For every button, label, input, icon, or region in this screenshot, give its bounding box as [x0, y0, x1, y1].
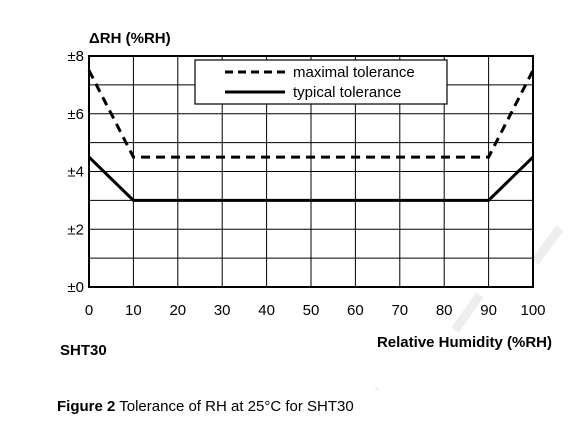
- figure-caption-label: Figure 2: [57, 398, 116, 415]
- watermark: [374, 225, 564, 390]
- y-tick-labels: ±0 ±2 ±4 ±6 ±8: [67, 48, 84, 296]
- figure-caption: Figure 2 Tolerance of RH at 25°C for SHT…: [57, 398, 354, 415]
- legend-label-typical: typical tolerance: [293, 84, 401, 101]
- y-tick-label: ±2: [67, 221, 84, 238]
- x-tick-label: 90: [480, 302, 497, 319]
- x-tick-label: 60: [347, 302, 364, 319]
- series-lines: [87, 69, 535, 202]
- x-tick-label: 80: [436, 302, 453, 319]
- x-tick-label: 50: [303, 302, 320, 319]
- x-tick-label: 30: [214, 302, 231, 319]
- legend-label-maximal: maximal tolerance: [293, 64, 415, 81]
- chart: ±0 ±2 ±4 ±6 ±8 0 10 20 30 40 50 60 70 80 90 100 ΔRH (%…: [60, 30, 564, 390]
- x-tick-label: 100: [520, 302, 545, 319]
- series-line-typical: [87, 155, 535, 202]
- y-tick-label: ±6: [67, 106, 84, 123]
- legend: maximal tolerance typical tolerance: [194, 59, 448, 105]
- x-tick-label: 70: [391, 302, 408, 319]
- series-line-maximal: [87, 69, 535, 159]
- legend-box: [194, 59, 448, 105]
- x-tick-label: 40: [258, 302, 275, 319]
- y-tick-label: ±4: [67, 164, 84, 181]
- x-tick-label: 20: [169, 302, 186, 319]
- plot-frame: [88, 55, 534, 288]
- y-axis-label: ΔRH (%RH): [89, 30, 171, 47]
- x-axis-label: Relative Humidity (%RH): [377, 334, 552, 351]
- x-tick-labels: 0 10 20 30 40 50 60 70 80 90 100: [85, 302, 546, 319]
- x-tick-label: 10: [125, 302, 142, 319]
- chart-corner-label: SHT30: [60, 342, 107, 359]
- figure-caption-text: Tolerance of RH at 25°C for SHT30: [115, 398, 354, 415]
- y-tick-label: ±8: [67, 48, 84, 65]
- y-tick-label: ±0: [67, 279, 84, 296]
- x-tick-label: 0: [85, 302, 93, 319]
